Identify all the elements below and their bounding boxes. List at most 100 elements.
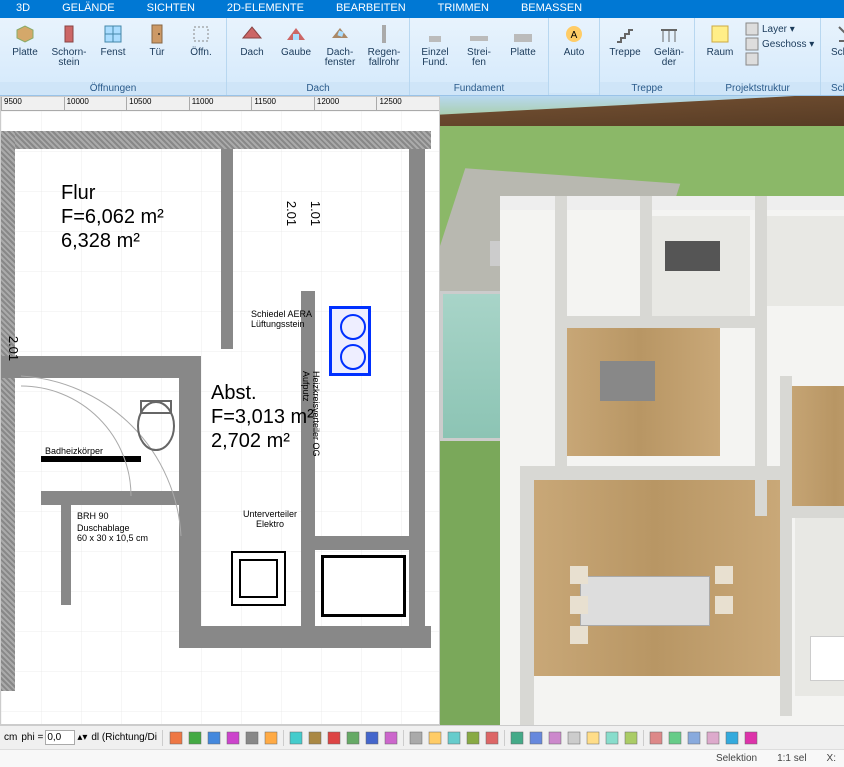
lueftungsstein[interactable]: [329, 306, 371, 376]
ribbon-pipe[interactable]: Regen-fallrohr: [363, 20, 405, 82]
dim-label: 1.01: [308, 201, 323, 226]
status-tool-19[interactable]: [547, 730, 563, 746]
ribbon-window[interactable]: Fenst: [92, 20, 134, 82]
label-heizkreis: Heizkreisverteiler OG Aufputz: [301, 371, 321, 457]
ribbon-found-strip[interactable]: Strei-fen: [458, 20, 500, 82]
chair: [570, 626, 588, 644]
label-unterverteiler: Unterverteiler Elektro: [243, 509, 297, 529]
status-tool-21[interactable]: [585, 730, 601, 746]
status-tool-2[interactable]: [206, 730, 222, 746]
found-single-icon: [423, 22, 447, 46]
menu-tab-3d[interactable]: 3D: [0, 0, 46, 18]
status-toolbar: [168, 730, 759, 746]
ribbon-group-label: Öffnungen: [0, 82, 226, 95]
status-tool-23[interactable]: [623, 730, 639, 746]
ribbon-auto[interactable]: AAuto: [553, 20, 595, 93]
kitchen-island: [810, 636, 844, 681]
ruler-tick: 9500: [1, 97, 64, 110]
status-tool-20[interactable]: [566, 730, 582, 746]
pane-2d[interactable]: 9500100001050011000115001200012500: [0, 96, 440, 725]
ribbon-room[interactable]: Raum: [699, 20, 741, 82]
menu-tab-2d-elemente[interactable]: 2D-ELEMENTE: [211, 0, 320, 18]
status-tool-12[interactable]: [408, 730, 424, 746]
phi-input[interactable]: [45, 730, 75, 745]
status-tool-26[interactable]: [686, 730, 702, 746]
ribbon-section[interactable]: Schnitt: [825, 20, 844, 82]
menu-tab-sichten[interactable]: SICHTEN: [131, 0, 211, 18]
status-tool-7[interactable]: [307, 730, 323, 746]
ribbon-door[interactable]: Tür: [136, 20, 178, 82]
bathroom-fixtures: [1, 356, 201, 646]
wall[interactable]: [409, 149, 425, 639]
menu-tab-bearbeiten[interactable]: BEARBEITEN: [320, 0, 422, 18]
status-tool-27[interactable]: [705, 730, 721, 746]
status-tool-25[interactable]: [667, 730, 683, 746]
status-tool-11[interactable]: [383, 730, 399, 746]
status-tool-1[interactable]: [187, 730, 203, 746]
x-label: X:: [827, 753, 836, 764]
ribbon-group-label: Schnitt: [821, 82, 844, 95]
stepper-icon[interactable]: ▴▾: [77, 732, 87, 743]
ribbon-blank[interactable]: [745, 52, 814, 66]
unit-label: cm: [4, 732, 17, 743]
status-tool-16[interactable]: [484, 730, 500, 746]
ribbon-group-label: Dach: [227, 82, 409, 95]
work-area: 9500100001050011000115001200012500: [0, 96, 844, 725]
floor-plan[interactable]: Flur F=6,062 m² 6,328 m² Abst. F=3,013 m…: [1, 111, 439, 724]
pipe-icon: [372, 22, 396, 46]
ribbon-opening[interactable]: Öffn.: [180, 20, 222, 82]
ribbon-found-slab[interactable]: Platte: [502, 20, 544, 82]
status-tool-5[interactable]: [263, 730, 279, 746]
status-tool-28[interactable]: [724, 730, 740, 746]
room-label-abst: Abst. F=3,013 m² 2,702 m²: [211, 381, 314, 453]
blank-icon: [745, 52, 759, 66]
status-tool-4[interactable]: [244, 730, 260, 746]
level-icon: [745, 37, 759, 51]
ribbon-chimney[interactable]: Schorn-stein: [48, 20, 90, 82]
status-tool-6[interactable]: [288, 730, 304, 746]
status-tool-22[interactable]: [604, 730, 620, 746]
ribbon-skylight[interactable]: Dach-fenster: [319, 20, 361, 82]
status-tool-8[interactable]: [326, 730, 342, 746]
status-tool-24[interactable]: [648, 730, 664, 746]
ribbon-level[interactable]: Geschoss ▾: [745, 37, 814, 51]
status-tool-9[interactable]: [345, 730, 361, 746]
status-tool-13[interactable]: [427, 730, 443, 746]
ribbon-group-projektstruktur: RaumLayer ▾Geschoss ▾Projektstruktur: [695, 18, 821, 95]
ribbon-dormer[interactable]: Gaube: [275, 20, 317, 82]
status-tool-18[interactable]: [528, 730, 544, 746]
dining-table: [580, 576, 710, 626]
ribbon-rect-3d[interactable]: Platte: [4, 20, 46, 82]
ribbon-stairs[interactable]: Treppe: [604, 20, 646, 82]
ribbon-layer[interactable]: Layer ▾: [745, 22, 814, 36]
elektro-box[interactable]: [231, 551, 286, 606]
menu-tab-trimmen[interactable]: TRIMMEN: [422, 0, 505, 18]
status-tool-29[interactable]: [743, 730, 759, 746]
status-tool-15[interactable]: [465, 730, 481, 746]
pane-3d[interactable]: [440, 96, 844, 725]
ratio-label: 1:1 sel: [777, 753, 806, 764]
menu-tab-gelände[interactable]: GELÄNDE: [46, 0, 131, 18]
ruler-tick: 11000: [189, 97, 252, 110]
chair: [715, 566, 733, 584]
status-tool-10[interactable]: [364, 730, 380, 746]
status-tool-17[interactable]: [509, 730, 525, 746]
section-icon: [834, 22, 844, 46]
ribbon-roof[interactable]: Dach: [231, 20, 273, 82]
ribbon-found-single[interactable]: EinzelFund.: [414, 20, 456, 82]
ribbon-group-schnitt: SchnittSchnitt: [821, 18, 844, 95]
wall[interactable]: [301, 536, 421, 550]
ruler-tick: 10500: [126, 97, 189, 110]
ribbon-group-label: [549, 93, 599, 95]
status-bar: cm phi = ▴▾ dl (Richtung/Di: [0, 725, 844, 749]
menu-tab-bemassen[interactable]: BEMASSEN: [505, 0, 598, 18]
status-tool-0[interactable]: [168, 730, 184, 746]
wall[interactable]: [1, 131, 431, 149]
ribbon-railing[interactable]: Gelän-der: [648, 20, 690, 82]
status-tool-14[interactable]: [446, 730, 462, 746]
schacht-box[interactable]: [321, 555, 406, 617]
status-tool-3[interactable]: [225, 730, 241, 746]
wall[interactable]: [221, 149, 233, 349]
ribbon-group-fundament: EinzelFund.Strei-fenPlatteFundament: [410, 18, 549, 95]
wall[interactable]: [301, 291, 315, 636]
